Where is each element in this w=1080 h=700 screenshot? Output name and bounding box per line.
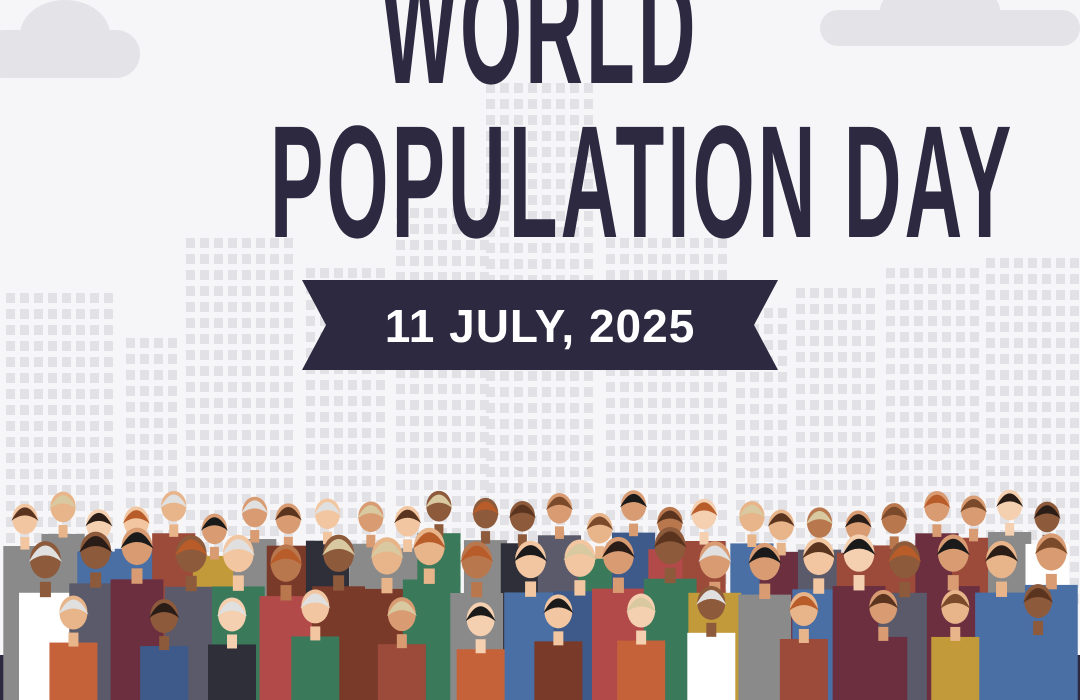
person [208,597,257,700]
title-world: WORLD [381,0,699,117]
person [859,589,908,700]
person [617,593,666,700]
person [687,585,736,700]
cloud-left-puff [20,0,110,70]
person [377,597,426,700]
building [986,258,1079,604]
person [291,589,340,700]
person [534,594,583,700]
person [140,599,189,700]
person [779,591,828,700]
person [456,602,505,700]
person [1014,584,1063,700]
date-label: 11 JULY, 2025 [384,300,696,352]
person [931,589,980,700]
person [49,595,98,700]
date-ribbon [302,280,778,370]
